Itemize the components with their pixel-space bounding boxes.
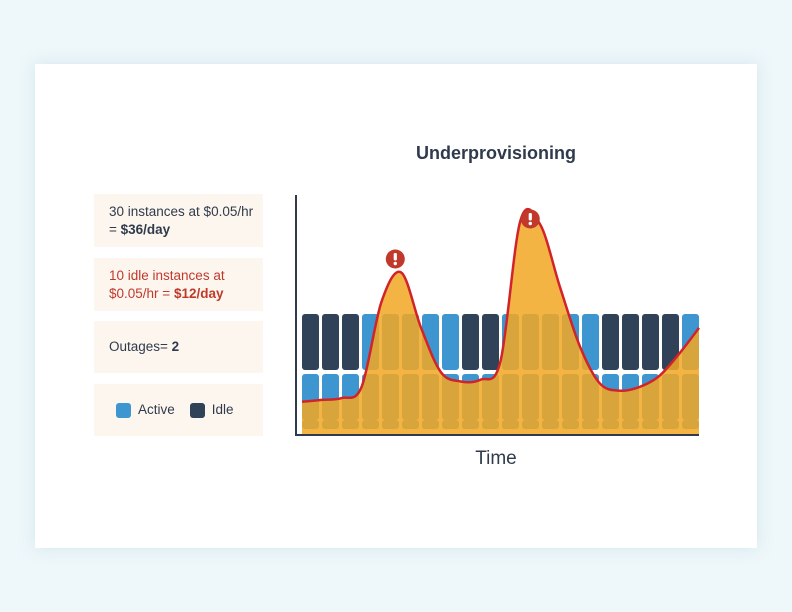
cost-summary-text: 30 instances at $0.05/hr = $36/day bbox=[109, 203, 263, 239]
idle-text: 10 idle instances at $0.05/hr = bbox=[109, 267, 225, 301]
cost-text: 30 instances at $0.05/hr = bbox=[109, 203, 254, 237]
idle-cost-box: 10 idle instances at $0.05/hr = $12/day bbox=[94, 258, 263, 311]
legend-idle-label: Idle bbox=[211, 402, 234, 417]
outages-label: Outages= bbox=[109, 339, 172, 354]
legend-box: Active Idle bbox=[94, 384, 263, 436]
cost-summary-box: 30 instances at $0.05/hr = $36/day bbox=[94, 194, 263, 247]
chart-title: Underprovisioning bbox=[415, 143, 576, 163]
legend-idle-swatch bbox=[189, 402, 205, 418]
idle-cost-text: 10 idle instances at $0.05/hr = $12/day bbox=[109, 267, 263, 303]
legend-active-swatch bbox=[116, 402, 131, 418]
outages-value: 2 bbox=[171, 339, 180, 354]
outages-text: Outages= 2 bbox=[109, 338, 263, 356]
x-axis-label: Time bbox=[475, 448, 517, 469]
cost-value: $36/day bbox=[120, 221, 171, 237]
idle-value: $12/day bbox=[173, 285, 224, 301]
outages-box: Outages= 2 bbox=[94, 321, 263, 373]
legend-active-label: Active bbox=[138, 402, 175, 417]
